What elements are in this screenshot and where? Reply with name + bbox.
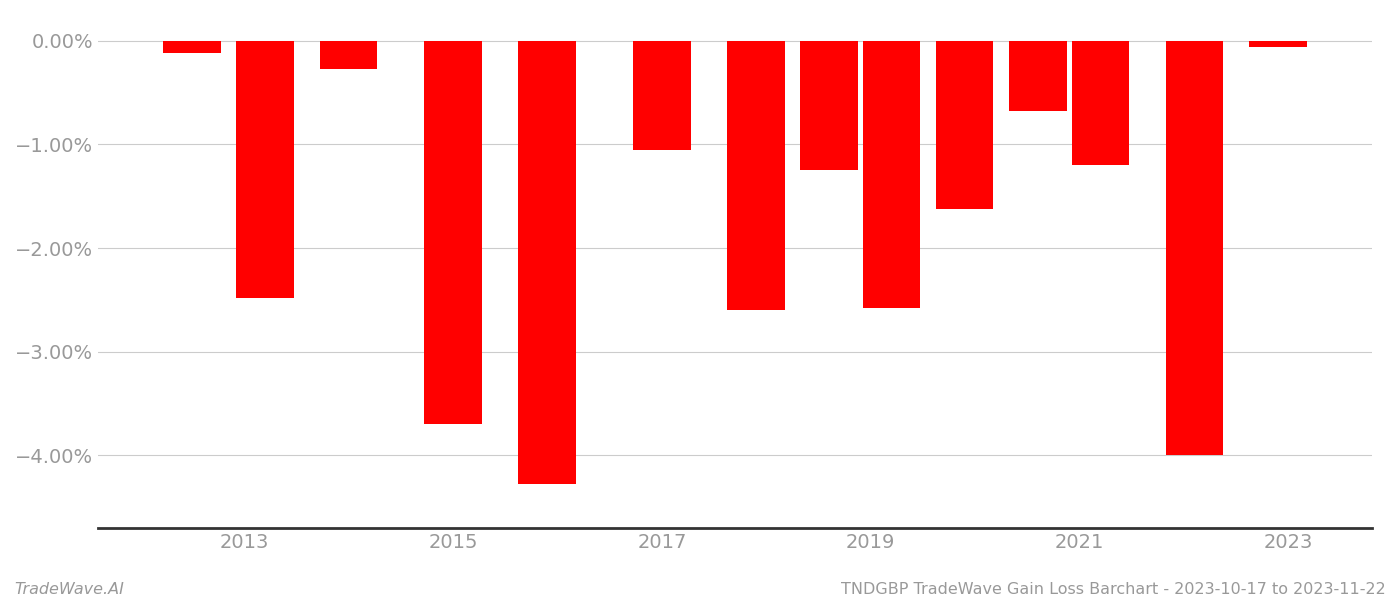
Bar	[424, 41, 482, 424]
Bar	[727, 41, 784, 310]
Bar	[237, 41, 294, 298]
Bar	[937, 41, 994, 209]
Bar	[1249, 41, 1306, 47]
Text: TNDGBP TradeWave Gain Loss Barchart - 2023-10-17 to 2023-11-22: TNDGBP TradeWave Gain Loss Barchart - 20…	[841, 582, 1386, 597]
Text: TradeWave.AI: TradeWave.AI	[14, 582, 123, 597]
Bar	[801, 41, 858, 170]
Bar	[633, 41, 690, 149]
Bar	[321, 41, 378, 69]
Bar	[518, 41, 575, 484]
Bar	[164, 41, 221, 53]
Bar	[1166, 41, 1224, 455]
Bar	[1009, 41, 1067, 111]
Bar	[1072, 41, 1130, 165]
Bar	[862, 41, 920, 308]
